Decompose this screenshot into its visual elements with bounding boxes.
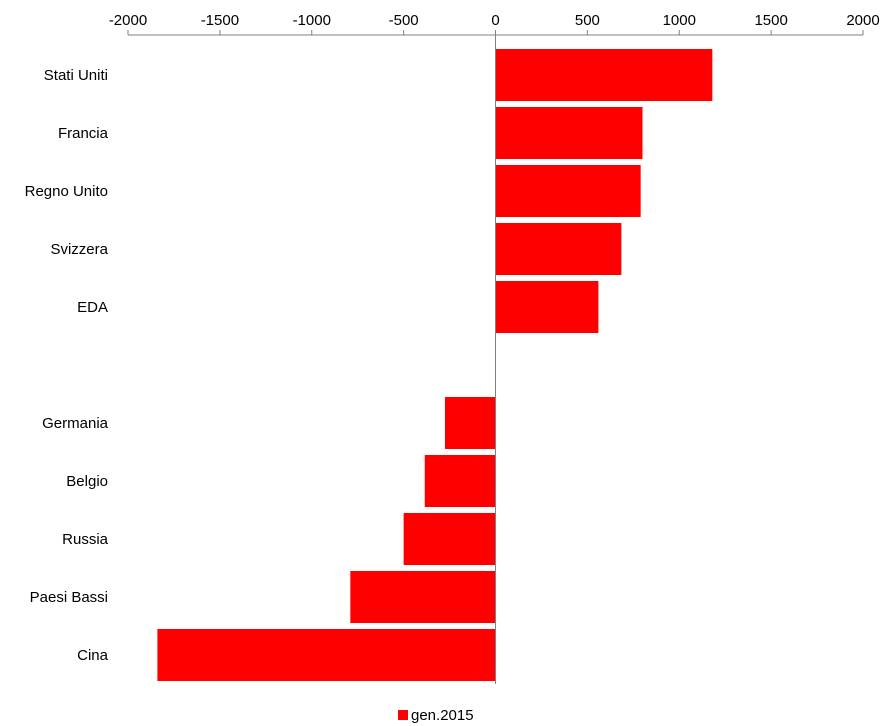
category-label: Stati Uniti — [44, 67, 108, 84]
legend-label: gen.2015 — [411, 707, 474, 724]
category-label: Regno Unito — [25, 183, 108, 200]
x-tick-label: 2000 — [846, 12, 879, 29]
category-label: Belgio — [66, 473, 108, 490]
bar — [350, 571, 496, 623]
category-label: Francia — [58, 125, 109, 142]
x-tick-label: 1000 — [663, 12, 696, 29]
category-label: Russia — [62, 531, 109, 548]
category-label: Paesi Bassi — [30, 589, 108, 606]
x-tick-label: -2000 — [109, 12, 147, 29]
category-label: Cina — [77, 647, 109, 664]
bar — [157, 629, 496, 681]
x-tick-label: 500 — [575, 12, 600, 29]
category-label: EDA — [77, 299, 108, 316]
x-tick-label: 1500 — [754, 12, 787, 29]
bar — [495, 107, 643, 159]
x-axis: -2000 -1500 -1000 -500 0 500 1000 1500 2000 — [109, 12, 880, 36]
bar — [403, 513, 496, 565]
category-labels: Stati Uniti Francia Regno Unito Svizzera EDA… — [25, 67, 109, 664]
category-label: Germania — [42, 415, 109, 432]
bar — [495, 223, 622, 275]
bar — [495, 281, 599, 333]
x-tick-label: -1500 — [201, 12, 239, 29]
category-label: Svizzera — [50, 241, 108, 258]
legend: gen.2015 — [398, 707, 474, 724]
bar — [495, 165, 641, 217]
legend-swatch — [398, 710, 408, 720]
x-tick-label: -1000 — [293, 12, 331, 29]
bar — [495, 49, 713, 101]
bars — [157, 49, 713, 681]
bar — [424, 455, 496, 507]
x-tick-label: 0 — [491, 12, 499, 29]
x-tick-label: -500 — [389, 12, 419, 29]
bar — [444, 397, 496, 449]
